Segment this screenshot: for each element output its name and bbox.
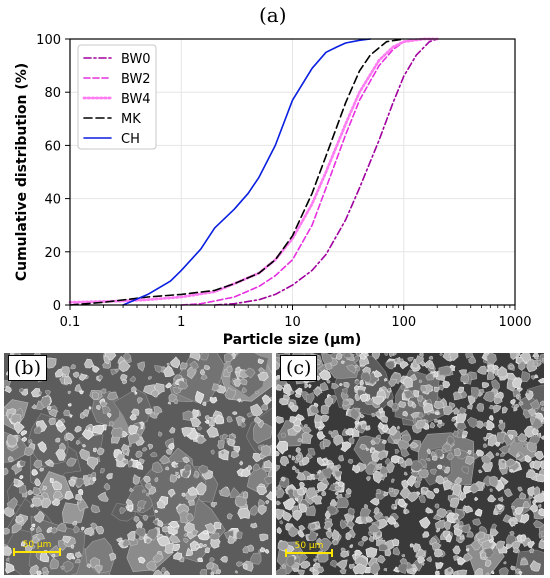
y-tick-label: 80 <box>44 86 61 101</box>
y-tick-label: 100 <box>36 33 61 48</box>
legend: BW0 BW2 BW4 MK CH <box>77 44 157 150</box>
sem-micrograph-c: 50 µm <box>276 353 544 575</box>
x-tick-label: 10 <box>284 315 301 330</box>
y-tick-label: 40 <box>44 193 61 208</box>
panel-c-label: (c) <box>280 355 318 381</box>
x-tick-label: 1000 <box>498 315 531 330</box>
panel-a-label: (a) <box>259 3 287 27</box>
legend-box <box>77 44 157 150</box>
y-tick-label: 20 <box>44 246 61 261</box>
x-axis-label: Particle size (µm) <box>223 332 362 348</box>
series-line-bw4 <box>68 37 439 304</box>
legend-label-bw4: BW4 <box>121 92 151 107</box>
legend-label-ch: CH <box>121 132 140 147</box>
series-line-bw2 <box>180 38 433 306</box>
x-tick-label: 0.1 <box>60 315 81 330</box>
series-layer <box>68 37 439 306</box>
legend-label-bw0: BW0 <box>121 52 151 67</box>
y-axis-label: Cumulative distribution (%) <box>14 63 30 281</box>
series-line-bw0 <box>213 38 439 306</box>
series-line-mk <box>69 38 405 306</box>
y-tick-label: 60 <box>44 139 61 154</box>
y-tick-label: 0 <box>53 299 61 314</box>
x-tick-label: 1 <box>177 315 185 330</box>
particle-size-chart: 0.1 1 10 100 1000 0 20 40 60 80 100 Particle size … <box>14 33 532 348</box>
tick-layer: 0.1 1 10 100 1000 0 20 40 60 80 100 <box>36 33 531 330</box>
legend-label-bw2: BW2 <box>121 72 151 87</box>
legend-label-mk: MK <box>121 112 141 127</box>
series-line-ch <box>122 38 372 306</box>
sem-micrograph-b: 50 µm <box>4 353 272 575</box>
scale-bar-c: 50 µm <box>285 541 333 557</box>
scale-bar-b: 50 µm <box>13 540 61 556</box>
x-tick-label: 100 <box>391 315 416 330</box>
scale-bar-b-label: 50 µm <box>23 540 52 550</box>
sem-image-c: 50 µm (c) <box>276 353 544 575</box>
panel-b-label: (b) <box>8 355 47 381</box>
sem-image-b: 50 µm (b) <box>4 353 272 575</box>
scale-bar-c-label: 50 µm <box>295 541 324 551</box>
